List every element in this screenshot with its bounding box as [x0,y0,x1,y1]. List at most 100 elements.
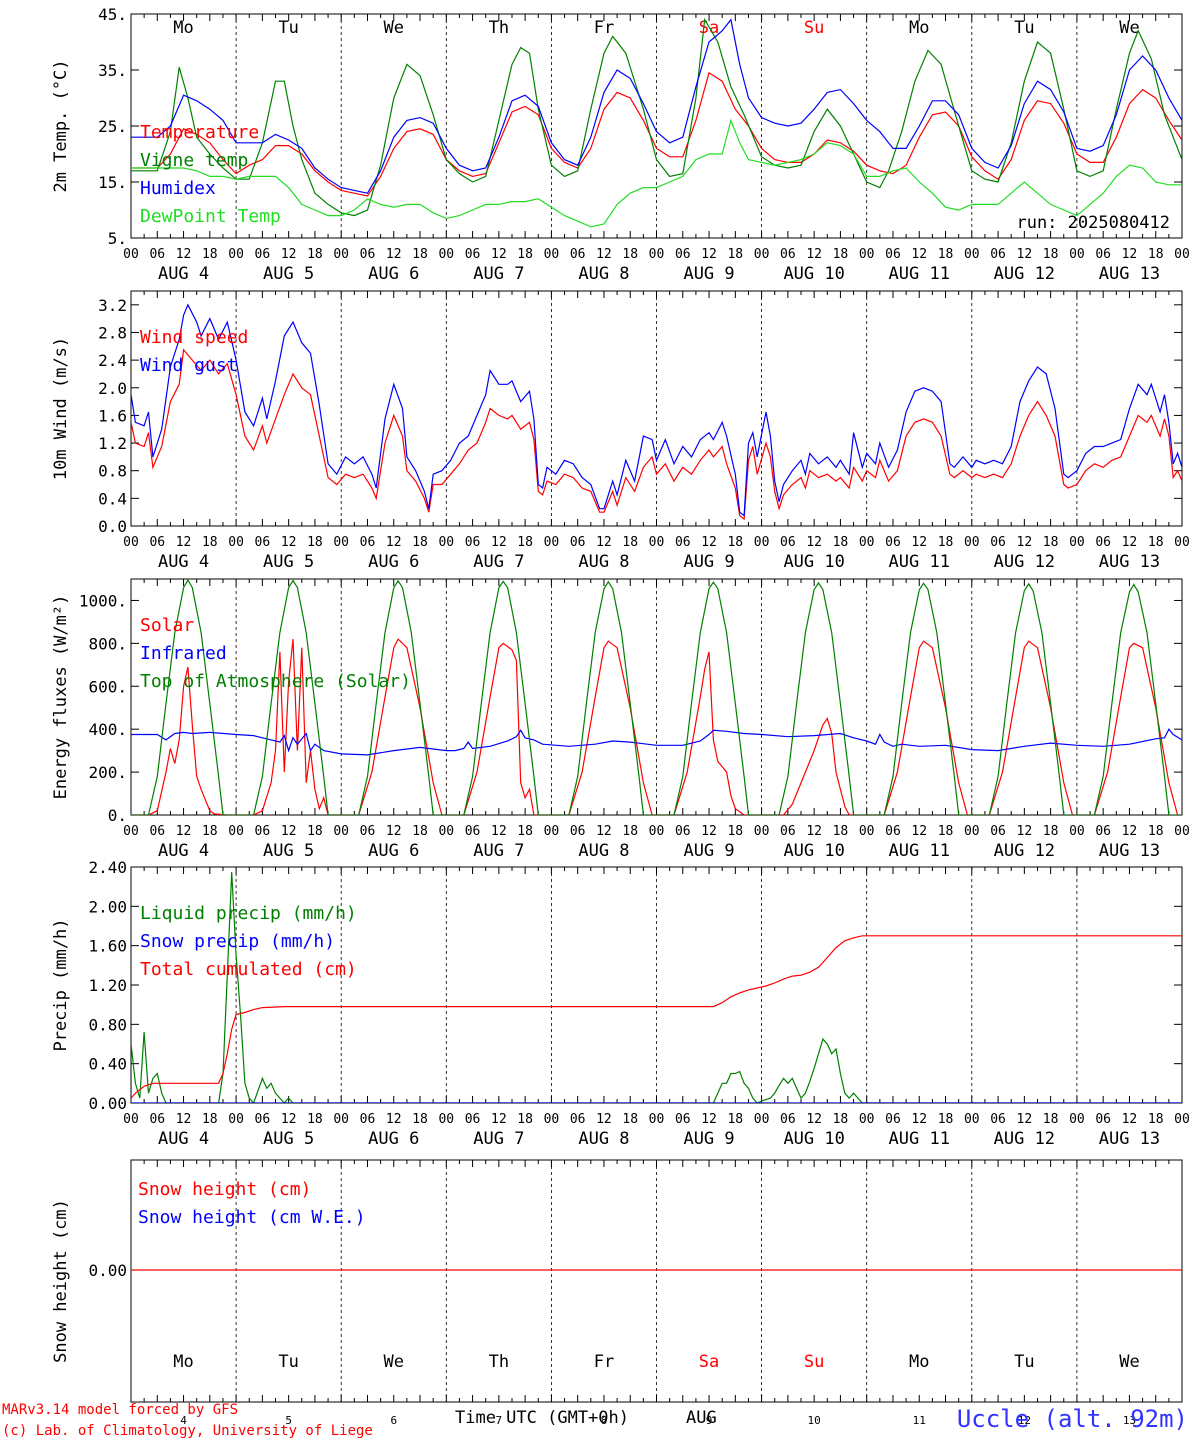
energy-date-label: AUG 12 [994,841,1055,861]
wind-hour-tick-label: 18 [307,535,323,550]
footer-station-label: Uccle (alt. 92m) [957,1405,1188,1433]
energy-hour-tick-label: 00 [1069,824,1085,839]
energy-hour-tick-label: 06 [570,824,586,839]
wind-hour-tick-label: 12 [1017,535,1033,550]
temp-hour-tick-label: 12 [806,247,822,262]
temp-date-label: AUG 9 [683,264,734,284]
temp-hour-tick-label: 06 [675,247,691,262]
energy-hour-tick-label: 06 [465,824,481,839]
wind-hour-tick-label: 00 [754,535,770,550]
temp-hour-tick-label: 00 [438,247,454,262]
energy-hour-tick-label: 06 [780,824,796,839]
snow-y-axis-label: Snow height (cm) [51,1199,71,1363]
energy-legend-entry: Infrared [140,643,227,664]
precip-y-axis-label: Precip (mm/h) [51,918,71,1051]
precip-hour-tick-label: 12 [701,1112,717,1127]
snow-day-number: 7 [496,1414,503,1427]
wind-hour-tick-label: 12 [491,535,507,550]
temp-date-label: AUG 7 [473,264,524,284]
snow-day-number: 11 [913,1414,926,1427]
wind-hour-tick-label: 00 [859,535,875,550]
wind-hour-tick-label: 06 [465,535,481,550]
temp-hour-tick-label: 12 [281,247,297,262]
temp-hour-tick-label: 18 [622,247,638,262]
temp-hour-tick-label: 00 [649,247,665,262]
wind-hour-tick-label: 06 [360,535,376,550]
energy-y-axis-label: Energy fluxes (W/m²) [51,595,71,800]
temp-date-label: AUG 4 [158,264,209,284]
precip-hour-tick-label: 12 [911,1112,927,1127]
temp-hour-tick-label: 06 [780,247,796,262]
energy-series-top-of-atmosphere-solar [131,579,1182,815]
precip-hour-tick-label: 00 [333,1112,349,1127]
wind-hour-tick-label: 18 [727,535,743,550]
temp-hour-tick-label: 06 [255,247,271,262]
temp-date-label: AUG 11 [889,264,950,284]
precip-hour-tick-label: 18 [833,1112,849,1127]
wind-hour-tick-label: 12 [596,535,612,550]
energy-hour-tick-label: 12 [386,824,402,839]
energy-hour-tick-label: 00 [1174,824,1190,839]
temp-date-label: AUG 5 [263,264,314,284]
wind-date-label: AUG 5 [263,552,314,572]
energy-hour-tick-label: 12 [1122,824,1138,839]
temp-hour-tick-label: 12 [911,247,927,262]
wind-hour-tick-label: 12 [386,535,402,550]
precip-hour-tick-label: 18 [1043,1112,1059,1127]
energy-hour-tick-label: 18 [727,824,743,839]
temp-hour-tick-label: 00 [228,247,244,262]
temp-weekday-label: Tu [278,18,298,38]
temp-weekday-label: Tu [1014,18,1034,38]
energy-series-solar [131,638,1182,815]
precip-date-label: AUG 9 [683,1129,734,1149]
wind-hour-tick-label: 00 [964,535,980,550]
snow-day-number: 10 [808,1414,821,1427]
footer-model-line: MARv3.14 model forced by GFS [2,1402,238,1418]
precip-hour-tick-label: 00 [438,1112,454,1127]
energy-hour-tick-label: 18 [1043,824,1059,839]
energy-hour-tick-label: 12 [911,824,927,839]
wind-hour-tick-label: 18 [202,535,218,550]
precip-hour-tick-label: 18 [307,1112,323,1127]
precip-hour-tick-label: 06 [885,1112,901,1127]
energy-hour-tick-label: 00 [438,824,454,839]
wind-hour-tick-label: 00 [544,535,560,550]
precip-y-tick-label: 1.60 [88,937,127,956]
energy-y-tick-label: 600. [88,677,127,696]
precip-y-tick-label: 0.40 [88,1055,127,1074]
wind-date-label: AUG 6 [368,552,419,572]
temp-hour-tick-label: 00 [1174,247,1190,262]
energy-hour-tick-label: 12 [176,824,192,839]
precip-date-label: AUG 5 [263,1129,314,1149]
wind-y-tick-label: 2.4 [98,351,127,370]
precip-legend-entry: Total cumulated (cm) [140,959,357,980]
wind-hour-tick-label: 06 [570,535,586,550]
wind-y-tick-label: 1.6 [98,406,127,425]
energy-hour-tick-label: 18 [202,824,218,839]
precip-legend-entry: Snow precip (mm/h) [140,931,335,952]
temp-y-tick-label: 35. [98,61,127,80]
precip-date-label: AUG 4 [158,1129,209,1149]
temp-date-label: AUG 6 [368,264,419,284]
energy-hour-tick-label: 06 [360,824,376,839]
wind-hour-tick-label: 06 [675,535,691,550]
wind-hour-tick-label: 12 [176,535,192,550]
temp-hour-tick-label: 00 [754,247,770,262]
energy-hour-tick-label: 12 [491,824,507,839]
energy-hour-tick-label: 12 [281,824,297,839]
precip-hour-tick-label: 12 [1122,1112,1138,1127]
snow-day-number: 5 [285,1414,292,1427]
energy-hour-tick-label: 12 [701,824,717,839]
wind-date-label: AUG 13 [1099,552,1160,572]
footer-credit-line: (c) Lab. of Climatology, University of L… [2,1423,373,1439]
temp-weekday-label: Fr [594,18,614,38]
chart-panels: 5. 15. 25. 35. 45. 2m Temp. (°C) 00 06 12 18 00 06 1… [51,5,1190,1427]
wind-y-tick-label: 2.0 [98,379,127,398]
temp-panel: 5. 15. 25. 35. 45. 2m Temp. (°C) 00 06 12 18 00 06 1… [51,5,1190,284]
precip-hour-tick-label: 06 [570,1112,586,1127]
energy-hour-tick-label: 12 [1017,824,1033,839]
temp-series-humidex [131,18,1182,194]
temp-run-annotation: run: 2025080412 [1016,213,1170,233]
energy-date-label: AUG 7 [473,841,524,861]
